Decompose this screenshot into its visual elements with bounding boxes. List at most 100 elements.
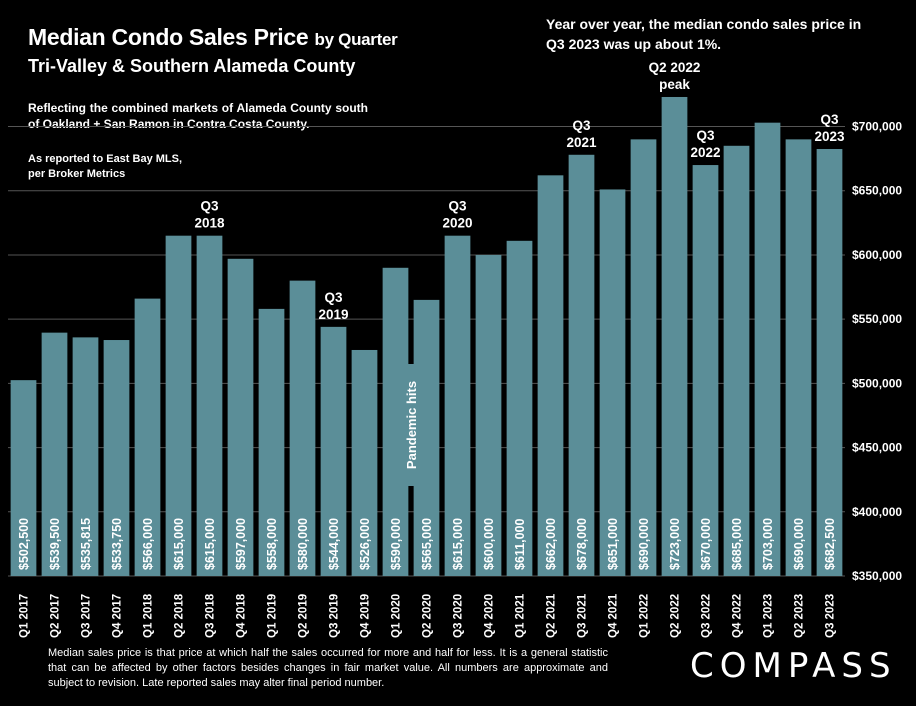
x-tick-label: Q3 2021 <box>577 593 589 638</box>
bar <box>630 139 657 577</box>
bar-value-label: $615,000 <box>203 518 217 570</box>
bar <box>258 308 285 576</box>
yoy-note: Year over year, the median condo sales p… <box>546 16 862 52</box>
compass-logo: COMPASS <box>690 646 897 686</box>
bar-annotation: peak <box>659 77 690 92</box>
bar-annotation: 2018 <box>194 216 225 231</box>
bar <box>134 298 161 576</box>
bar-annotation: Q3 <box>324 290 343 305</box>
pandemic-callout-label: Pandemic hits <box>404 381 419 469</box>
bar-value-label: $502,500 <box>17 518 31 570</box>
x-tick-label: Q2 2022 <box>670 594 682 638</box>
bar-value-label: $611,000 <box>513 519 527 570</box>
bar-value-label: $526,000 <box>358 518 372 570</box>
y-tick-label: $650,000 <box>852 184 902 198</box>
bar-value-label: $533,750 <box>110 518 124 570</box>
bar <box>692 165 719 577</box>
x-tick-label: Q2 2019 <box>298 594 310 638</box>
bar <box>661 96 688 576</box>
x-tick-label: Q1 2021 <box>515 593 527 638</box>
x-tick-label: Q2 2018 <box>174 593 186 638</box>
x-tick-label: Q1 2020 <box>391 594 403 638</box>
chart-subtitle: Tri-Valley & Southern Alameda County <box>28 56 356 76</box>
bar-value-label: $535,815 <box>79 518 93 570</box>
x-tick-label: Q2 2017 <box>50 594 62 638</box>
x-tick-label: Q3 2019 <box>329 594 341 638</box>
bar-value-label: $703,000 <box>761 518 775 570</box>
bar-annotation: 2023 <box>814 129 845 144</box>
bar-value-label: $544,000 <box>327 518 341 570</box>
bar <box>785 139 812 577</box>
bar <box>227 258 254 576</box>
x-tick-label: Q2 2020 <box>422 594 434 638</box>
source-note: As reported to East Bay MLS, per Broker … <box>28 153 183 180</box>
x-tick-label: Q4 2022 <box>732 594 744 638</box>
x-tick-label: Q1 2018 <box>143 593 155 638</box>
bar-value-label: $580,000 <box>296 518 310 570</box>
bar-value-label: $600,000 <box>482 518 496 570</box>
market-description: Reflecting the combined markets of Alame… <box>28 101 368 131</box>
bar-annotation: 2019 <box>318 307 348 322</box>
x-tick-label: Q1 2023 <box>763 594 775 638</box>
x-tick-label: Q4 2021 <box>608 593 620 638</box>
bar-annotation: 2022 <box>690 145 720 160</box>
bar-value-label: $590,000 <box>389 518 403 570</box>
bar <box>568 154 595 577</box>
bar-value-label: $558,000 <box>265 518 279 570</box>
x-tick-label: Q1 2017 <box>19 594 31 638</box>
y-tick-label: $450,000 <box>852 441 902 455</box>
x-tick-label: Q3 2018 <box>205 593 217 638</box>
y-tick-label: $400,000 <box>852 505 902 519</box>
bar-value-label: $565,000 <box>420 518 434 570</box>
bar <box>289 280 316 576</box>
x-tick-label: Q4 2018 <box>236 593 248 638</box>
bar-annotation: Q3 <box>696 128 715 143</box>
bar <box>444 235 471 576</box>
y-tick-label: $600,000 <box>852 248 902 262</box>
bar-value-label: $597,000 <box>234 518 248 570</box>
bar-value-label: $539,500 <box>48 518 62 570</box>
bar-value-label: $662,000 <box>544 518 558 570</box>
bar <box>506 240 533 577</box>
bar <box>72 337 99 576</box>
x-tick-label: Q2 2023 <box>794 594 806 638</box>
x-tick-label: Q4 2020 <box>484 594 496 638</box>
bar <box>41 332 68 576</box>
bar <box>475 254 502 576</box>
x-tick-label: Q1 2019 <box>267 594 279 638</box>
x-tick-label: Q4 2017 <box>112 594 124 638</box>
bar-annotation: Q2 2022 <box>649 60 701 75</box>
x-tick-label: Q3 2022 <box>701 594 713 638</box>
bar-annotation: Q3 <box>200 199 219 214</box>
bar <box>196 235 223 576</box>
bar-annotation: 2021 <box>566 135 597 150</box>
x-tick-label: Q3 2020 <box>453 594 465 638</box>
bar <box>816 149 843 576</box>
bar-value-label: $615,000 <box>451 518 465 570</box>
bar <box>320 326 347 576</box>
bar-value-label: $690,000 <box>637 518 651 570</box>
bar <box>537 175 564 577</box>
bar-value-label: $670,000 <box>699 518 713 570</box>
bar-value-label: $678,000 <box>575 518 589 570</box>
bar-annotation: 2020 <box>442 216 472 231</box>
bar <box>10 380 37 576</box>
bar-value-label: $685,000 <box>730 518 744 570</box>
bar-annotation: Q3 <box>572 118 591 133</box>
x-tick-label: Q2 2021 <box>546 593 558 638</box>
bar-value-label: $615,000 <box>172 518 186 570</box>
bar-annotation: Q3 <box>448 199 467 214</box>
title-main: Median Condo Sales Price <box>28 24 309 50</box>
bar <box>754 122 781 577</box>
title-suffix: by Quarter <box>314 30 398 49</box>
bar-value-label: $682,500 <box>823 518 837 570</box>
y-tick-label: $350,000 <box>852 569 902 583</box>
bar <box>599 189 626 576</box>
bar <box>723 145 750 576</box>
y-tick-label: $700,000 <box>852 120 902 134</box>
bar-value-label: $690,000 <box>792 518 806 570</box>
x-tick-label: Q4 2019 <box>360 594 372 638</box>
bar <box>165 235 192 576</box>
x-tick-label: Q3 2023 <box>825 594 837 638</box>
